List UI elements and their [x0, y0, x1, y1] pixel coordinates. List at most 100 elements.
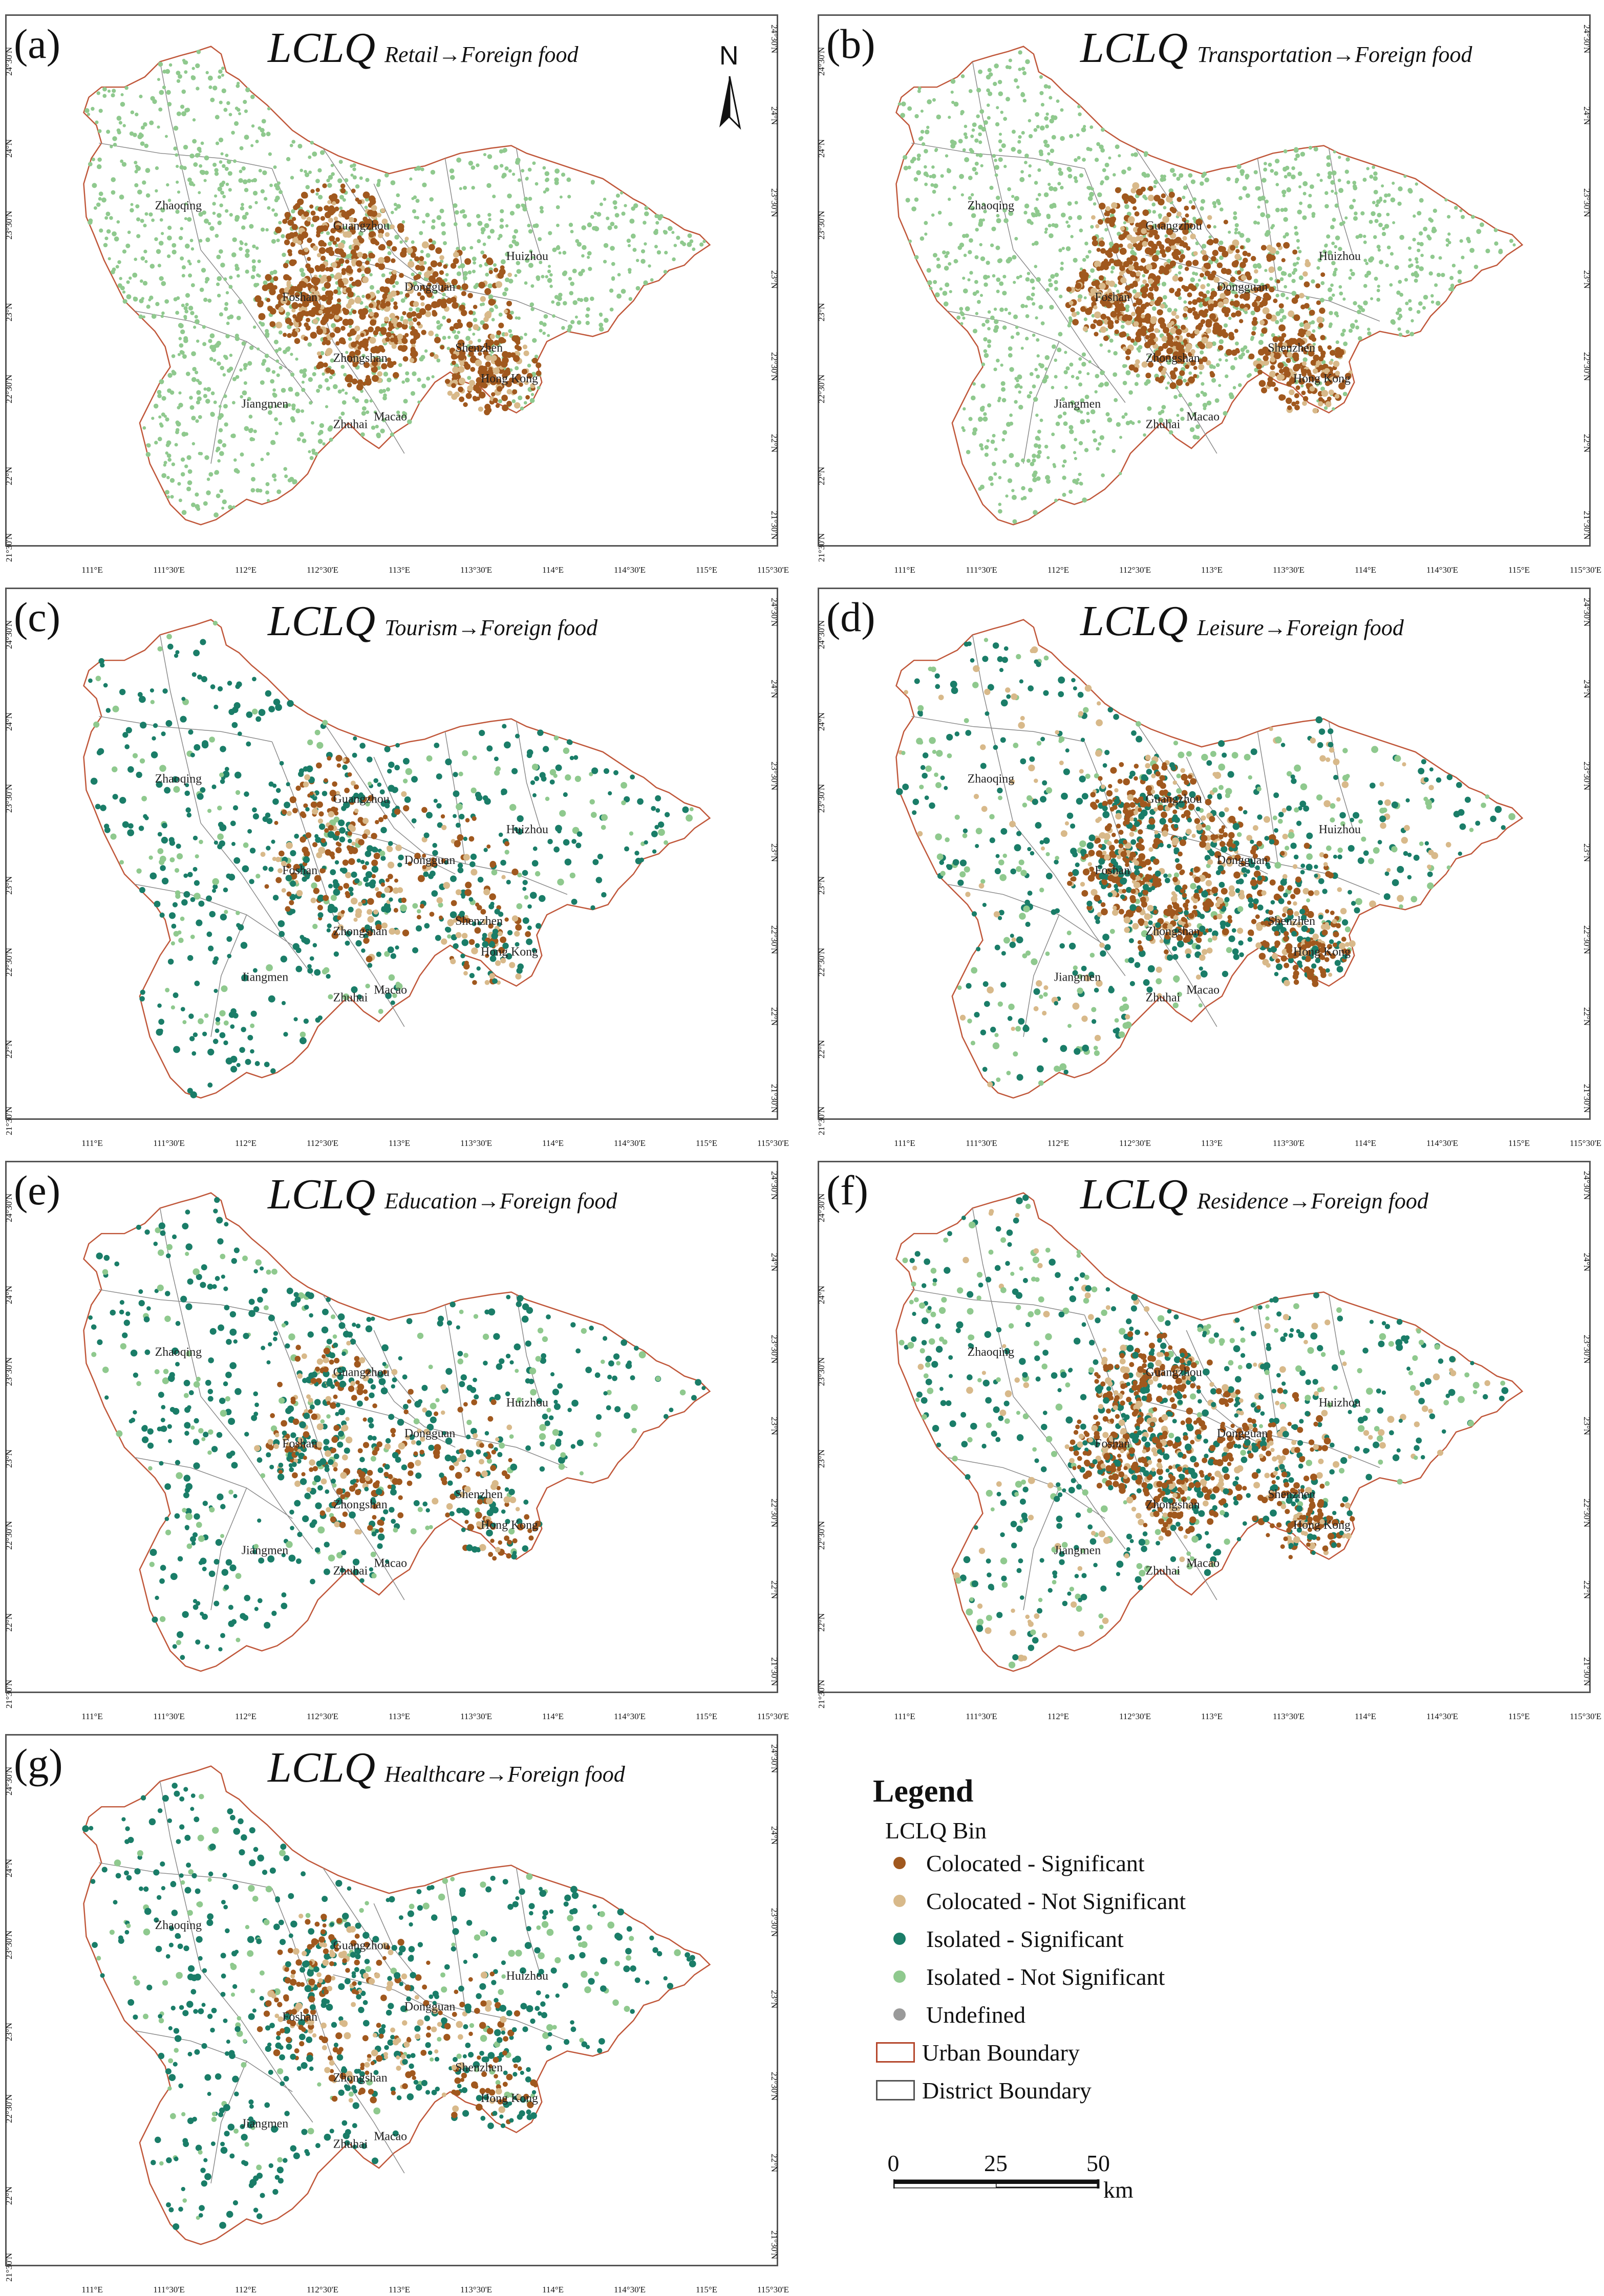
y-tick-label-right: 24°30'N — [769, 25, 779, 54]
panel-title-sub: Tourism→Foreign food — [384, 615, 598, 640]
legend-dot-icon — [893, 1970, 906, 1983]
city-label: Macao — [374, 983, 407, 997]
panel-label: (d) — [826, 594, 875, 640]
map-frame: Zhaoqing Guangzhou Huizhou Foshan Dongguan Zh… — [818, 1161, 1591, 1693]
x-tick-label: 115°E — [695, 1712, 718, 1721]
city-label: Zhongshan — [333, 352, 388, 365]
city-label: Zhuhai — [1146, 991, 1181, 1004]
x-tick-label: 111°30'E — [966, 565, 997, 575]
legend-dot-icon — [893, 1857, 906, 1869]
x-tick-label: 112°E — [234, 1712, 257, 1721]
scale-label-25: 25 — [984, 2150, 1008, 2176]
y-tick-label-right: 24°N — [769, 106, 779, 125]
y-tick-label-left: 23°N — [4, 876, 14, 895]
map-frame: Zhaoqing Guangzhou Huizhou Foshan Dongguan Zh… — [5, 1734, 778, 2266]
city-label: Shenzhen — [455, 915, 503, 928]
x-tick-label: 112°30'E — [306, 565, 339, 575]
lclq-points — [88, 1197, 706, 1660]
x-tick-label: 111°E — [81, 1712, 103, 1721]
x-tick-label: 114°30'E — [1426, 1712, 1459, 1721]
y-tick-label-right: 22°N — [1582, 1580, 1592, 1599]
x-tick-label: 113°E — [1201, 1712, 1223, 1721]
panel-title: LCLQ Education→Foreign food — [268, 1169, 617, 1219]
legend-item: Undefined — [893, 1996, 1334, 2033]
panel-title-sub: Residence→Foreign food — [1197, 1188, 1428, 1214]
y-tick-label-right: 24°N — [769, 680, 779, 699]
city-label: Guangzhou — [333, 1366, 390, 1379]
y-tick-label-right: 22°30'N — [769, 925, 779, 955]
y-tick-label-right: 24°30'N — [1582, 25, 1592, 54]
x-tick-label: 113°30'E — [1272, 1712, 1305, 1721]
map-panel-f: Zhaoqing Guangzhou Huizhou Foshan Dongguan Zh… — [817, 1161, 1601, 1721]
y-tick-label-right: 23°N — [769, 270, 779, 289]
x-tick-label: 113°E — [388, 565, 411, 575]
city-label: Dongguan — [404, 1427, 455, 1440]
x-tick-label: 113°30'E — [460, 1712, 493, 1721]
y-tick-label-left: 24°N — [4, 139, 14, 158]
city-label: Zhaoqing — [155, 1919, 202, 1932]
x-tick-label: 112°30'E — [1119, 1138, 1151, 1148]
y-tick-label-right: 21°30'N — [769, 1084, 779, 1113]
y-tick-label-right: 23°30'N — [1582, 188, 1592, 218]
x-tick-label: 112°30'E — [1119, 565, 1151, 575]
city-label: Hong Kong — [1293, 945, 1351, 959]
y-tick-label-right: 23°30'N — [1582, 1335, 1592, 1364]
x-tick-label: 111°30'E — [966, 1138, 997, 1148]
panel-title-main: LCLQ — [268, 1171, 376, 1218]
legend-box-icon — [876, 2042, 915, 2063]
x-tick-label: 114°E — [1354, 565, 1377, 575]
city-label: Dongguan — [404, 2000, 455, 2013]
panel-title-main: LCLQ — [1080, 24, 1188, 72]
city-label: Zhaoqing — [155, 772, 202, 786]
city-label: Macao — [374, 410, 407, 423]
legend-dot-icon — [893, 1933, 906, 1945]
y-tick-label-right: 24°30'N — [769, 598, 779, 627]
panel-label: (g) — [14, 1740, 63, 1787]
y-tick-label-left: 21°30'N — [4, 2252, 14, 2282]
x-tick-label: 114°30'E — [613, 565, 646, 575]
x-tick-label: 113°30'E — [1272, 1138, 1305, 1148]
x-tick-label: 114°E — [1354, 1712, 1377, 1721]
panel-title: LCLQ Transportation→Foreign food — [1080, 23, 1472, 73]
legend-box-icon — [876, 2080, 915, 2100]
y-tick-label-right: 24°30'N — [1582, 598, 1592, 627]
scale-unit: km — [1103, 2177, 1134, 2203]
city-label: Macao — [1186, 1556, 1220, 1570]
city-label: Zhaoqing — [968, 1346, 1015, 1359]
legend-dot-icon — [893, 2008, 906, 2021]
y-tick-label-right: 24°N — [1582, 106, 1592, 125]
legend-item: Isolated - Not Significant — [893, 1958, 1334, 1996]
y-tick-label-left: 24°N — [817, 139, 826, 158]
panel-title-main: LCLQ — [268, 597, 376, 645]
x-tick-label: 114°30'E — [1426, 565, 1459, 575]
lclq-points — [897, 50, 1516, 524]
legend: Legend LCLQ Bin Colocated - Significant C… — [873, 1773, 1334, 2183]
y-tick-label-right: 22°30'N — [769, 2072, 779, 2101]
city-label: Zhongshan — [333, 1498, 388, 1511]
north-arrow: N — [708, 40, 754, 138]
x-tick-label: 111°30'E — [966, 1712, 997, 1721]
y-tick-label-left: 22°N — [4, 1613, 14, 1632]
x-tick-label: 112°E — [234, 1138, 257, 1148]
y-tick-label-left: 23°30'N — [4, 1357, 14, 1386]
x-tick-label: 115°E — [1508, 1138, 1530, 1148]
city-label: Huizhou — [506, 1969, 548, 1983]
panel-title-main: LCLQ — [268, 24, 376, 72]
city-label: Shenzhen — [455, 1488, 503, 1501]
y-tick-label-left: 23°30'N — [4, 1930, 14, 1959]
city-label: Huizhou — [1319, 1396, 1361, 1410]
city-label: Zhuhai — [1146, 1564, 1181, 1577]
x-tick-label: 114°E — [542, 1138, 564, 1148]
panel-label: (f) — [826, 1167, 868, 1214]
x-tick-label: 115°E — [1508, 565, 1530, 575]
x-tick-label: 111°E — [894, 1712, 915, 1721]
legend-item-label: Colocated - Significant — [926, 1850, 1145, 1876]
legend-dot-icon — [893, 1895, 906, 1907]
scale-label-50: 50 — [1086, 2150, 1110, 2176]
city-label: Huizhou — [506, 1396, 548, 1410]
y-tick-label-left: 22°30'N — [817, 374, 826, 403]
legend-subtitle: LCLQ Bin — [885, 1817, 987, 1844]
x-tick-label: 115°30'E — [1569, 1138, 1602, 1148]
map-canvas: Zhaoqing Guangzhou Huizhou Foshan Dongguan Zh… — [83, 619, 711, 1099]
city-label: Zhaoqing — [968, 199, 1015, 212]
